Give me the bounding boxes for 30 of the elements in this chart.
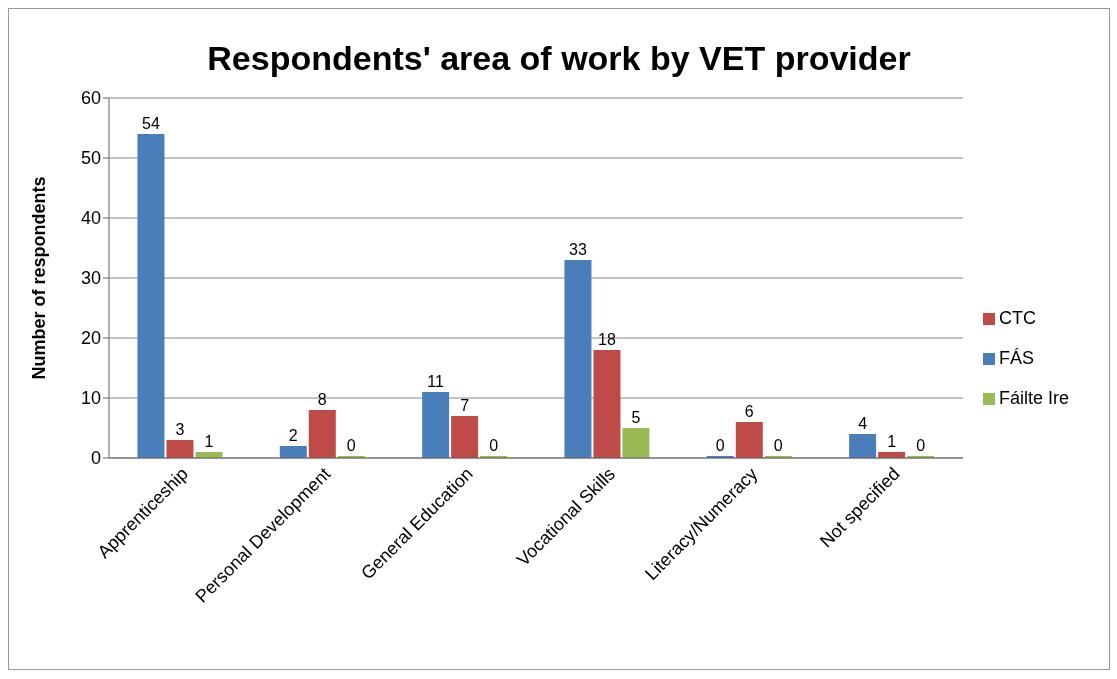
data-label: 4 bbox=[858, 415, 868, 432]
data-label: 54 bbox=[142, 115, 160, 132]
data-label: 8 bbox=[317, 391, 327, 408]
data-label: 0 bbox=[916, 437, 926, 454]
legend-label: CTC bbox=[998, 308, 1036, 328]
data-label: 0 bbox=[773, 437, 783, 454]
data-label: 0 bbox=[715, 437, 725, 454]
y-tick-label: 10 bbox=[80, 388, 101, 409]
data-label: 0 bbox=[346, 437, 356, 454]
data-label: 1 bbox=[887, 433, 897, 450]
y-tick-label: 60 bbox=[80, 88, 101, 109]
y-tick-label: 40 bbox=[80, 208, 101, 229]
data-label: 11 bbox=[427, 373, 445, 390]
data-label: 33 bbox=[569, 241, 587, 258]
data-label: 1 bbox=[204, 433, 214, 450]
y-tick-label: 30 bbox=[80, 268, 101, 289]
data-label: 18 bbox=[598, 331, 616, 348]
chart-title: Respondents' area of work by VET provider bbox=[206, 39, 912, 78]
y-tick-label: 20 bbox=[80, 328, 101, 349]
data-label: 7 bbox=[460, 397, 470, 414]
data-label: 0 bbox=[489, 437, 499, 454]
data-label: 6 bbox=[744, 403, 754, 420]
legend-label: FÁS bbox=[998, 348, 1034, 368]
legend-label: Fáilte Ire bbox=[998, 388, 1069, 408]
y-tick-label: 0 bbox=[90, 448, 101, 469]
y-tick-label: 50 bbox=[80, 148, 101, 169]
data-label: 3 bbox=[175, 421, 185, 438]
data-label: 5 bbox=[631, 409, 641, 426]
y-axis-title: Number of respondents bbox=[29, 176, 50, 380]
data-label: 2 bbox=[288, 427, 298, 444]
